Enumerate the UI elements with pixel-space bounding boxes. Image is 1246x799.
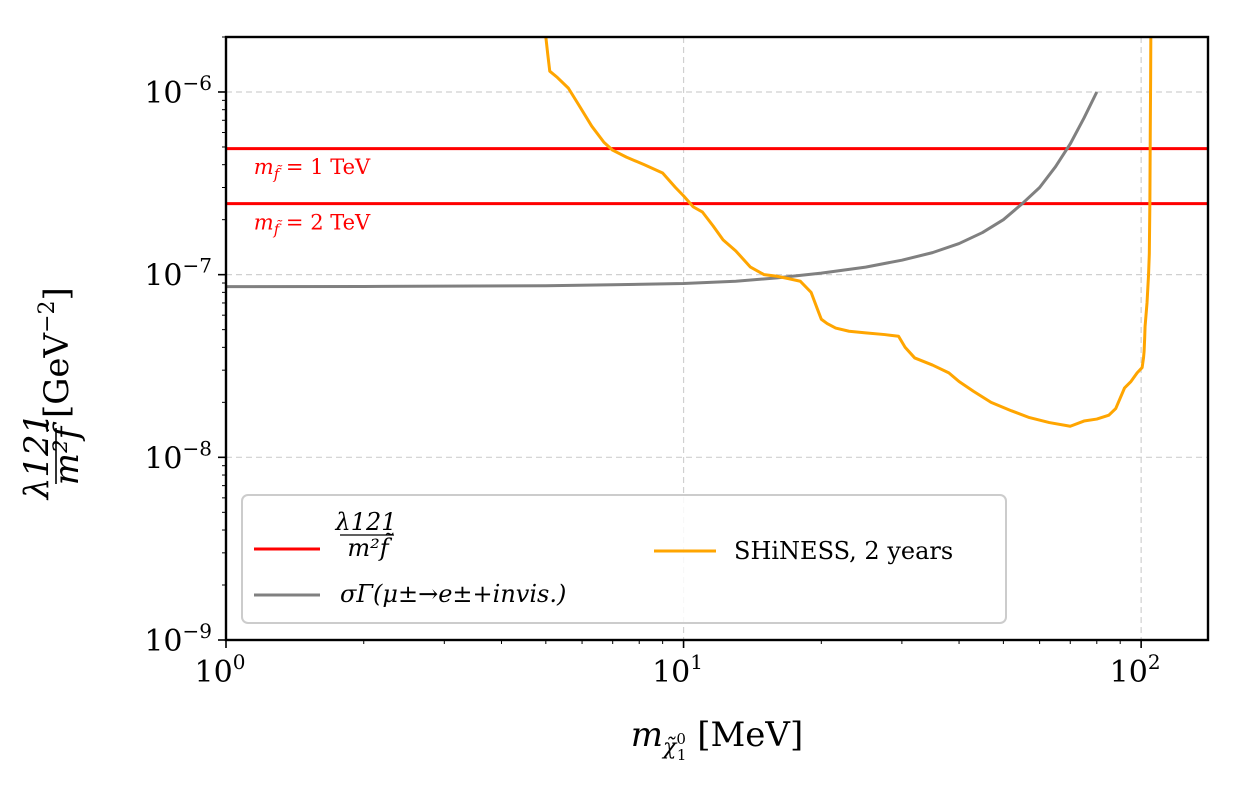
x-tick-label: 102 <box>1110 650 1161 690</box>
y-tick-label: 10−6 <box>144 71 212 111</box>
x-tick-label: 101 <box>652 650 703 690</box>
line-series-3 <box>544 37 1153 428</box>
y-axis-title-numerator: λ121 <box>17 413 57 501</box>
legend-label-orange: SHiNESS, 2 years <box>734 537 953 565</box>
annotation-1: mf̃ = 2 TeV <box>254 210 371 238</box>
series-layer <box>226 37 1208 428</box>
legend-box <box>241 494 1007 624</box>
x-axis-title: mχ̃0 1 [MeV] <box>631 715 804 764</box>
y-axis-title-denominator: m²f̃ <box>46 419 87 486</box>
axes-frame <box>224 35 1210 642</box>
y-tick-label: 10−7 <box>144 254 212 294</box>
legend-label-grey: σΓ(μ±→e±+invis.) <box>340 580 566 608</box>
legend-label-red-numerator: λ121 <box>334 508 396 536</box>
annotation-0: mf̃ = 1 TeV <box>254 155 371 183</box>
legend-label-red-denominator: m²f̃ <box>347 533 394 562</box>
y-tick-label: 10−9 <box>144 619 212 659</box>
x-tick-label: 100 <box>195 650 246 690</box>
y-tick-label: 10−8 <box>144 436 212 476</box>
plot-frame <box>224 35 1210 642</box>
y-axis-title-unit: [GeV−2] <box>35 287 77 418</box>
line-series-2 <box>226 91 1099 289</box>
annotation-layer: mf̃ = 1 TeV mf̃ = 2 TeV <box>254 155 371 238</box>
ticks: 100 101 102 10−9 10−8 10−7 10−6 <box>144 36 1161 690</box>
